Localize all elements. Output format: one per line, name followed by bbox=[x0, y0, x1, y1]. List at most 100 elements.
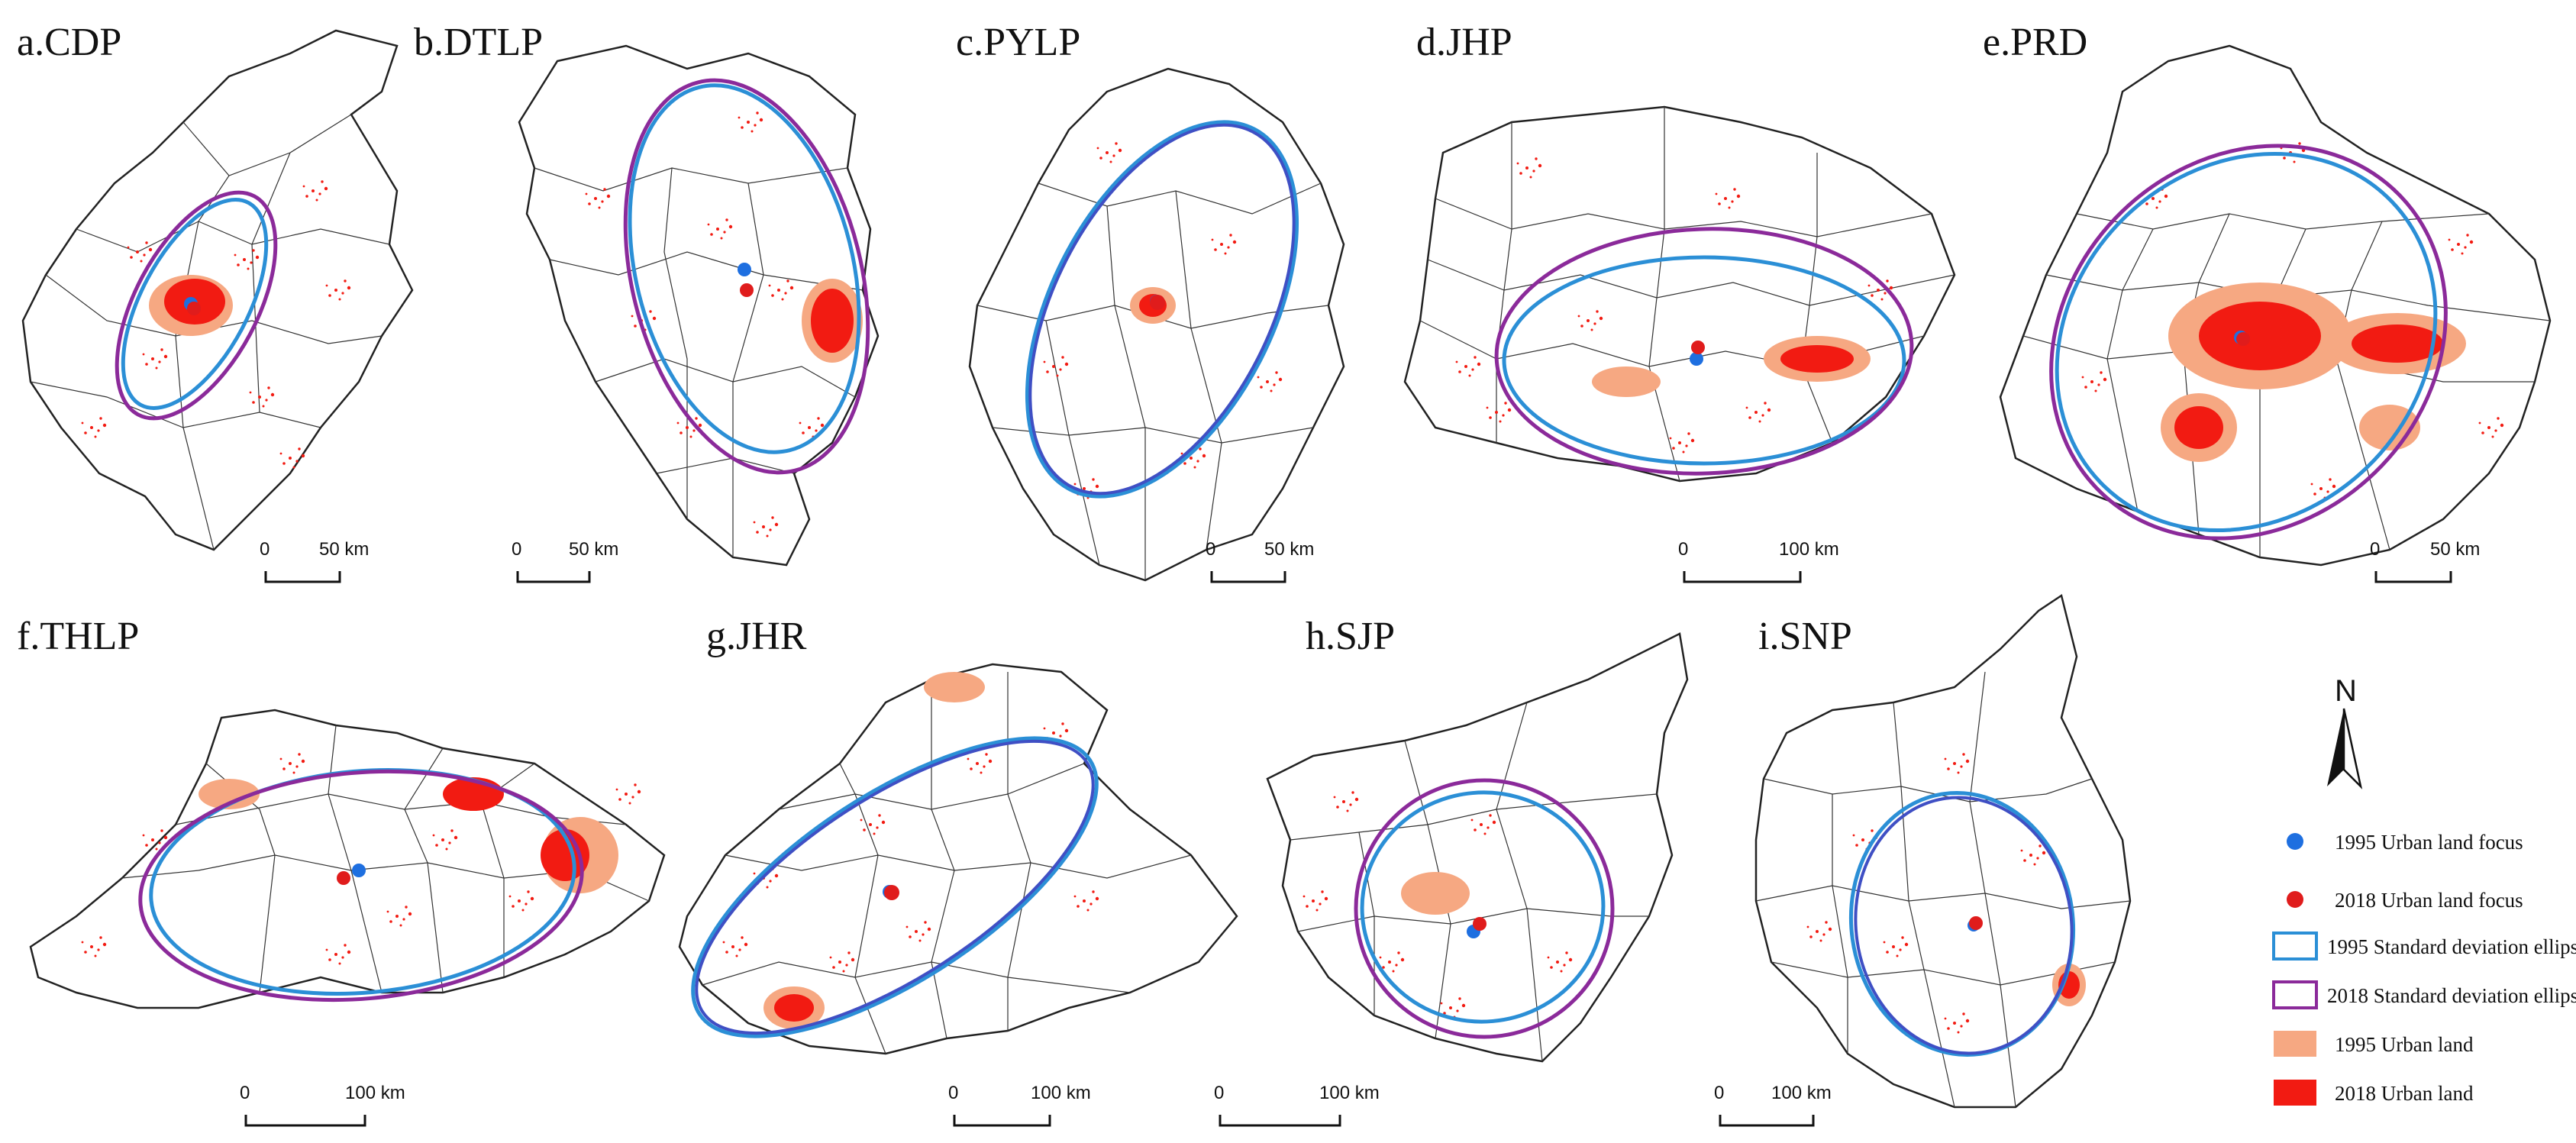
ellipse-1995-cdp bbox=[121, 198, 269, 410]
legend-focus-2018-label: 2018 Urban land focus bbox=[2335, 889, 2523, 912]
scale-bar-pylp: 0 50 km bbox=[1206, 539, 1314, 583]
focus-2018-cdp bbox=[187, 302, 201, 315]
ellipse-1995-prd bbox=[2055, 151, 2438, 533]
north-arrow-right-half-icon bbox=[2342, 708, 2363, 789]
scale-zero-pylp: 0 bbox=[1206, 539, 1215, 560]
panel-label-snp: i.SNP bbox=[1758, 615, 1852, 658]
ellipse-2018-snp bbox=[1854, 796, 2074, 1055]
focus-2018-pylp bbox=[1150, 295, 1165, 310]
region-boundary-jhr bbox=[678, 663, 1238, 1055]
ellipse-2018-dtlp bbox=[623, 78, 870, 475]
legend-urban-1995-symbol bbox=[2274, 1031, 2316, 1057]
focus-2018-dtlp bbox=[740, 283, 754, 297]
north-arrow: N bbox=[2327, 674, 2363, 789]
focus-1995-jhp bbox=[1690, 352, 1703, 366]
legend-urban-2018-label: 2018 Urban land bbox=[2335, 1082, 2474, 1105]
scale-end-jhp: 100 km bbox=[1779, 539, 1839, 560]
ellipse-2018-cdp bbox=[115, 190, 278, 421]
urban-patches-prd bbox=[2081, 142, 2504, 499]
focus-2018-jhr bbox=[884, 885, 899, 900]
focus-2018-jhp bbox=[1691, 341, 1705, 354]
ellipse-2018-thlp bbox=[138, 769, 584, 1003]
ellipse-2018-jhp bbox=[1494, 227, 1914, 476]
ellipse-1995-jhr bbox=[691, 736, 1099, 1038]
urban-patches-jhr bbox=[722, 672, 1099, 1029]
region-boundary-sjp bbox=[1266, 632, 1689, 1063]
north-arrow-label: N bbox=[2335, 674, 2357, 708]
panel-label-thlp: f.THLP bbox=[17, 615, 139, 658]
region-boundary-snp bbox=[1754, 593, 2132, 1109]
scale-bar-dtlp: 0 50 km bbox=[512, 539, 618, 583]
scale-zero-cdp: 0 bbox=[260, 539, 270, 560]
scale-zero-jhr: 0 bbox=[948, 1083, 958, 1103]
panel-label-dtlp: b.DTLP bbox=[414, 21, 543, 64]
focus-2018-sjp bbox=[1473, 917, 1487, 931]
scale-bar-cdp: 0 50 km bbox=[260, 539, 369, 583]
focus-2018-thlp bbox=[337, 871, 350, 885]
district-lines-jhp bbox=[1419, 107, 1955, 482]
panel-jhp: d.JHP 0 100 km bbox=[1403, 21, 1956, 583]
ellipse-1995-jhp bbox=[1502, 255, 1906, 466]
region-boundary-dtlp bbox=[518, 44, 880, 567]
panel-label-pylp: c.PYLP bbox=[956, 21, 1080, 64]
ellipse-1995-pylp bbox=[1025, 120, 1299, 499]
scale-bar-jhp: 0 100 km bbox=[1678, 539, 1839, 583]
panel-label-cdp: a.CDP bbox=[17, 21, 121, 64]
scale-bar-jhr: 0 100 km bbox=[948, 1083, 1091, 1127]
panel-label-sjp: h.SJP bbox=[1306, 615, 1395, 658]
scale-end-prd: 50 km bbox=[2430, 539, 2480, 560]
scale-zero-snp: 0 bbox=[1714, 1083, 1724, 1103]
north-arrow-left-half-icon bbox=[2327, 709, 2344, 786]
scale-end-jhr: 100 km bbox=[1031, 1083, 1091, 1103]
legend-focus-1995-symbol bbox=[2287, 833, 2303, 850]
ellipse-2018-pylp bbox=[1028, 123, 1296, 496]
scale-end-cdp: 50 km bbox=[319, 539, 369, 560]
focus-2018-prd bbox=[2236, 332, 2250, 346]
scale-end-sjp: 100 km bbox=[1319, 1083, 1380, 1103]
panel-pylp: c.PYLP 0 50 km bbox=[956, 21, 1345, 583]
panel-jhr: g.JHR 0 100 km bbox=[678, 615, 1238, 1127]
panel-prd: e.PRD 0 50 k bbox=[1983, 21, 2552, 583]
legend-ellipse-2018-symbol bbox=[2272, 980, 2318, 1009]
scale-end-thlp: 100 km bbox=[345, 1083, 405, 1103]
scale-zero-thlp: 0 bbox=[240, 1083, 250, 1103]
region-boundary-jhp bbox=[1403, 105, 1956, 483]
district-lines-jhr bbox=[702, 672, 1192, 1054]
scale-zero-sjp: 0 bbox=[1214, 1083, 1224, 1103]
legend-ellipse-1995-label: 1995 Standard deviation ellipse bbox=[2327, 935, 2576, 958]
legend-urban-1995-label: 1995 Urban land bbox=[2335, 1033, 2474, 1056]
panel-sjp: h.SJP 0 100 km bbox=[1214, 615, 1689, 1127]
focus-1995-dtlp bbox=[738, 263, 751, 276]
urban-patches-sjp bbox=[1303, 791, 1573, 1019]
panel-label-jhp: d.JHP bbox=[1416, 21, 1512, 64]
legend-focus-2018-symbol bbox=[2287, 891, 2303, 908]
ellipse-2018-prd bbox=[2049, 144, 2448, 541]
ellipse-1995-sjp bbox=[1360, 790, 1606, 1024]
panel-label-prd: e.PRD bbox=[1983, 21, 2087, 64]
panel-cdp: a.CDP 0 50 km bbox=[17, 21, 414, 583]
panel-label-jhr: g.JHR bbox=[706, 615, 807, 658]
ellipse-2018-jhr bbox=[695, 739, 1095, 1035]
legend-urban-2018-symbol bbox=[2274, 1080, 2316, 1106]
legend-ellipse-2018-label: 2018 Standard deviation ellipse bbox=[2327, 984, 2576, 1007]
scale-end-pylp: 50 km bbox=[1264, 539, 1314, 560]
panel-thlp: f.THLP 0 100 km bbox=[17, 615, 666, 1127]
focus-1995-thlp bbox=[352, 864, 366, 877]
urban-patches-dtlp bbox=[585, 111, 863, 538]
scale-zero-dtlp: 0 bbox=[512, 539, 521, 560]
scale-bar-snp: 0 100 km bbox=[1714, 1083, 1832, 1127]
legend-ellipse-1995-symbol bbox=[2272, 932, 2318, 961]
ellipse-2018-sjp bbox=[1354, 778, 1615, 1039]
legend-focus-1995-label: 1995 Urban land focus bbox=[2335, 831, 2523, 854]
urban-patches-jhp bbox=[1455, 157, 1893, 454]
scale-end-snp: 100 km bbox=[1771, 1083, 1832, 1103]
scale-end-dtlp: 50 km bbox=[569, 539, 618, 560]
legend: 1995 Urban land focus 2018 Urban land fo… bbox=[2272, 831, 2576, 1106]
district-lines-dtlp bbox=[534, 167, 864, 557]
scale-bar-thlp: 0 100 km bbox=[240, 1083, 405, 1127]
focus-2018-snp bbox=[1969, 916, 1983, 930]
panel-snp: i.SNP 0 100 km bbox=[1714, 593, 2132, 1127]
scale-zero-jhp: 0 bbox=[1678, 539, 1688, 560]
panel-dtlp: b.DTLP 0 50 km bbox=[414, 21, 880, 583]
